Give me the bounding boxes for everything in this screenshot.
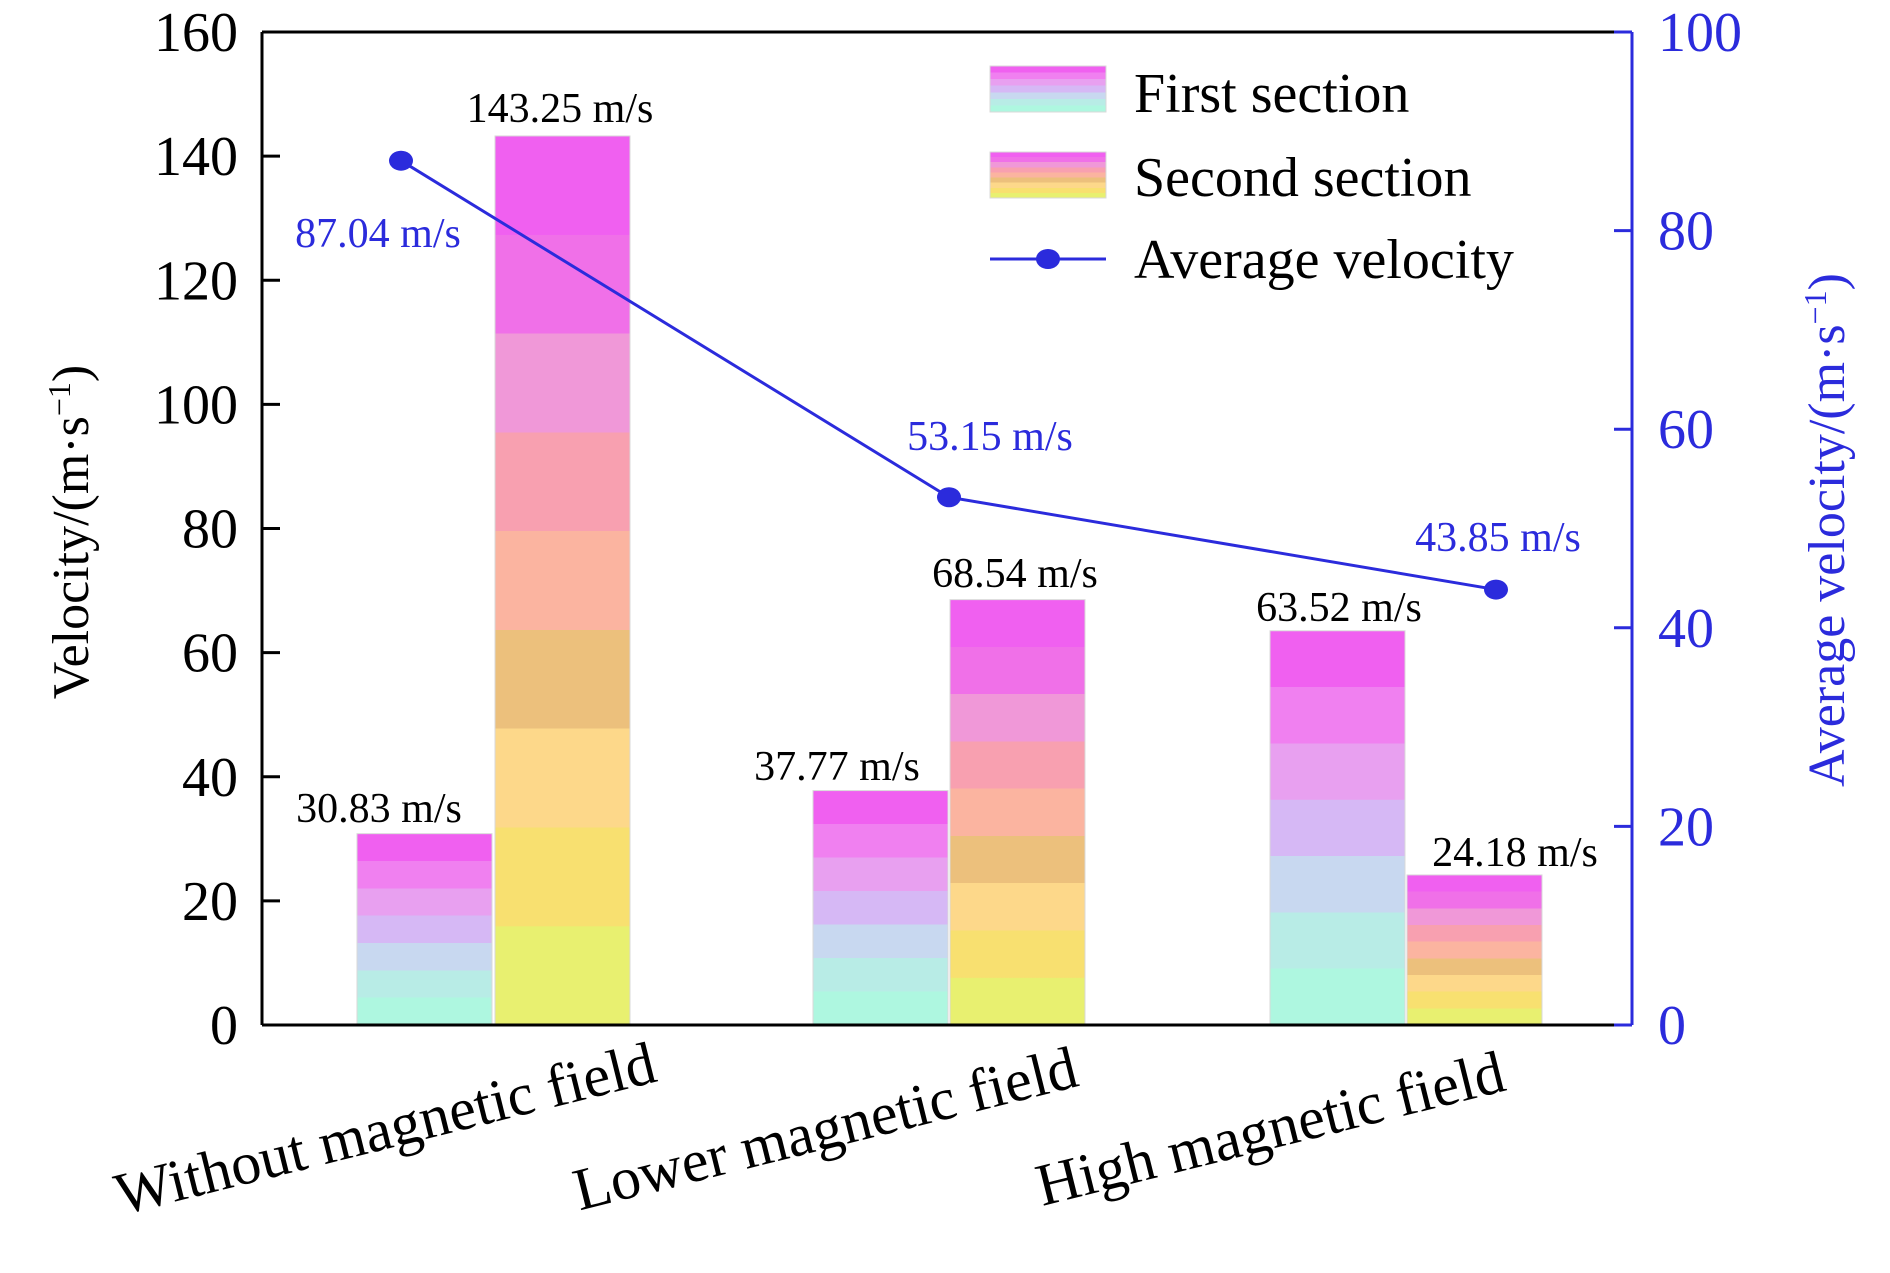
data-label-second-section-0: 143.25 m/s: [467, 86, 654, 132]
left-axis-title: Velocity/(m·s−1): [41, 365, 100, 699]
average-velocity-point-0: [389, 150, 413, 171]
legend-label-average-velocity: Average velocity: [1134, 229, 1514, 291]
data-label-average-0: 87.04 m/s: [295, 211, 461, 257]
data-label-first-section-0: 30.83 m/s: [296, 786, 462, 832]
left-axis-title-main: Velocity/(m·s: [43, 416, 100, 699]
bar-first-section-1: [812, 790, 949, 1026]
legend-swatch-first-section: [989, 65, 1107, 113]
legend-marker-average-velocity: [1036, 249, 1060, 269]
left-axis-title-sup: −1: [41, 382, 77, 416]
bar-first-section-0: [356, 833, 493, 1026]
average-line-layer: [389, 150, 1508, 600]
right-axis-title-close: ): [1799, 273, 1856, 290]
left-tick-label-4: 80: [182, 499, 238, 561]
left-tick-label-2: 40: [182, 747, 238, 809]
bars-layer: [356, 135, 1543, 1026]
average-velocity-point-2: [1484, 579, 1508, 600]
left-tick-label-7: 140: [154, 126, 238, 188]
left-tick-label-6: 120: [154, 250, 238, 312]
left-tick-label-5: 100: [154, 374, 238, 436]
left-tick-label-0: 0: [210, 995, 238, 1057]
right-tick-label-4: 80: [1658, 201, 1714, 263]
bar-first-section-2: [1269, 630, 1406, 1026]
average-velocity-point-1: [937, 487, 961, 508]
right-axis-title-main: Average velocity/(m·s: [1799, 324, 1856, 787]
right-tick-label-5: 100: [1658, 2, 1742, 64]
axes-layer: 0 20 40 60 80 100 120 140 160 0 20 40 60 80 100 Velocit…: [41, 2, 1856, 1228]
legend-swatch-second-section: [989, 151, 1107, 199]
legend-label-second-section: Second section: [1134, 147, 1471, 209]
legend-label-first-section: First section: [1134, 63, 1409, 125]
left-tick-label-8: 160: [154, 2, 238, 64]
data-label-second-section-1: 68.54 m/s: [932, 551, 1098, 597]
left-axis-title-close: ): [43, 365, 100, 382]
right-tick-label-2: 40: [1658, 598, 1714, 660]
left-tick-label-3: 60: [182, 623, 238, 685]
right-axis-title: Average velocity/(m·s−1): [1797, 273, 1856, 787]
right-tick-label-1: 20: [1658, 796, 1714, 858]
data-label-first-section-2: 63.52 m/s: [1256, 585, 1422, 631]
data-label-second-section-2: 24.18 m/s: [1432, 830, 1598, 876]
bar-second-section-2: [1406, 874, 1543, 1026]
right-tick-label-0: 0: [1658, 995, 1686, 1057]
right-axis-title-sup: −1: [1797, 290, 1833, 324]
labels-layer: 30.83 m/s 143.25 m/s 37.77 m/s 68.54 m/s 63.…: [295, 86, 1598, 876]
right-tick-label-3: 60: [1658, 399, 1714, 461]
data-label-first-section-1: 37.77 m/s: [754, 744, 920, 790]
left-tick-label-1: 20: [182, 871, 238, 933]
data-label-average-1: 53.15 m/s: [907, 414, 1073, 460]
legend: First section Second section Average veloc…: [989, 63, 1514, 291]
bar-second-section-0: [494, 135, 631, 1026]
data-label-average-2: 43.85 m/s: [1415, 515, 1581, 561]
bar-second-section-1: [949, 599, 1086, 1026]
category-label-2: High magnetic field: [1029, 1039, 1511, 1219]
